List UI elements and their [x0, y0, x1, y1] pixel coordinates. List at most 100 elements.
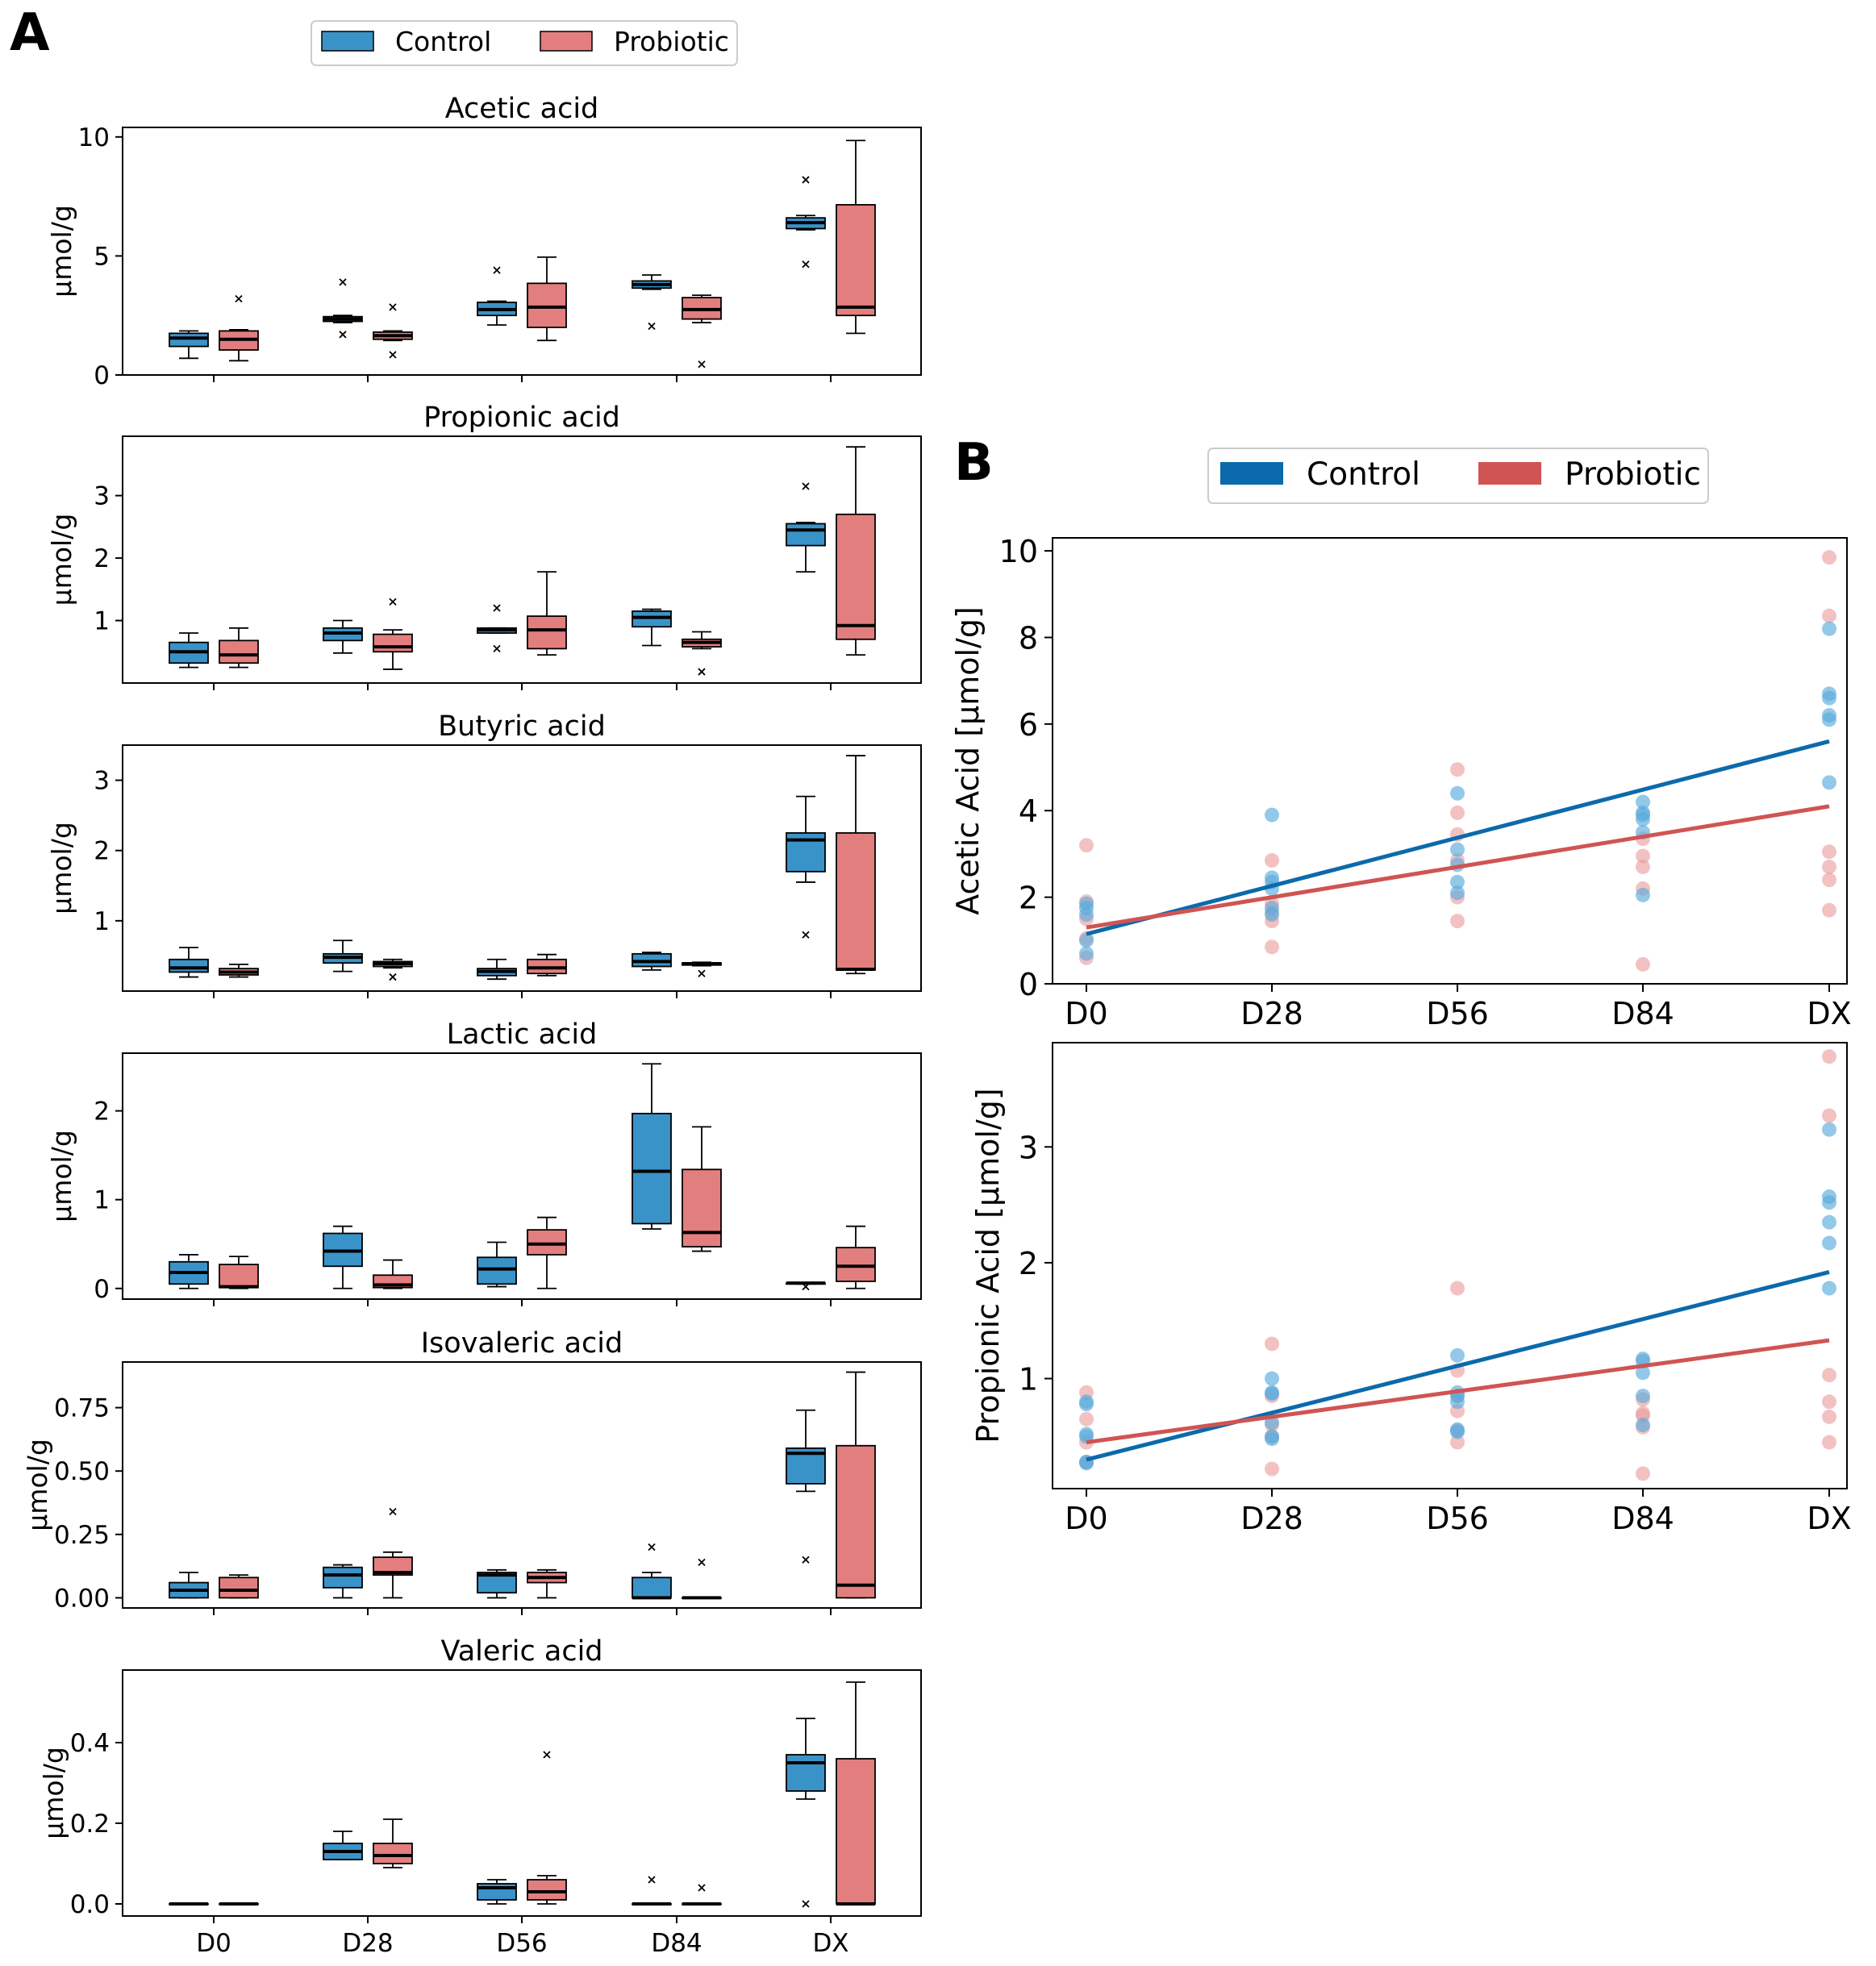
control-data-point [1079, 946, 1094, 961]
outlier-marker [493, 266, 501, 274]
control-data-point [1450, 885, 1465, 901]
control-data-point [1822, 1195, 1836, 1210]
x-tick-label: D28 [1240, 1501, 1303, 1536]
probiotic-data-point [1822, 1394, 1836, 1410]
probiotic-box-d56 [527, 1751, 567, 1905]
control-data-point [1450, 1424, 1465, 1439]
control-box-dx [786, 795, 826, 939]
control-box-d56 [477, 1568, 517, 1599]
y-axis-label: μmol/g [38, 1747, 69, 1839]
x-tick-label: D84 [651, 1929, 702, 1958]
y-tick-label: 0.0 [70, 1890, 110, 1919]
outlier-marker [389, 598, 397, 606]
legend-a-probiotic-swatch [540, 31, 593, 52]
control-trend-line [1086, 1269, 1830, 1462]
outlier-marker [802, 1556, 810, 1564]
box-body [836, 204, 876, 317]
probiotic-box-d28 [373, 1259, 413, 1289]
box-body [477, 1256, 517, 1285]
box-body [527, 1229, 567, 1256]
control-data-point [1265, 1386, 1279, 1402]
probiotic-data-point [1450, 762, 1465, 777]
chart-title: Isovaleric acid [421, 1327, 623, 1360]
panel-label-b: B [954, 433, 994, 493]
x-tick-label: DX [1807, 1501, 1851, 1536]
x-tick-label: D84 [1611, 1501, 1674, 1536]
probiotic-data-point [1265, 939, 1279, 955]
probiotic-box-d28 [373, 598, 413, 670]
control-data-point [1636, 1389, 1650, 1404]
outlier-marker [698, 969, 706, 977]
plot-frame [122, 1669, 922, 1917]
control-data-point [1450, 1394, 1465, 1410]
box-body [219, 1264, 259, 1289]
x-tick-label: D28 [342, 1929, 393, 1958]
control-data-point [1822, 1122, 1836, 1137]
probiotic-box-d84 [682, 631, 722, 676]
box-body [786, 523, 826, 547]
scatter-acetic-trend: Acetic Acid [μmol/g] 0 2 4 6 8 10 D0 D28 D56 D84 DX [950, 534, 1852, 1031]
probiotic-trend-line [1086, 804, 1830, 930]
outlier-marker [802, 931, 810, 939]
control-data-point [1822, 775, 1836, 790]
chart-title: Acetic acid [445, 93, 599, 125]
legend-a-control-swatch [321, 31, 374, 52]
plot-frame [1052, 1042, 1848, 1489]
y-tick-label: 10 [78, 123, 110, 152]
outlier-marker [493, 604, 501, 612]
control-box-d0 [169, 1254, 209, 1289]
y-tick-label: 0.00 [54, 1584, 110, 1613]
boxplot-acetic-acid: Acetic acid μmol/g 0 5 10 [46, 93, 922, 390]
probiotic-box-d56 [527, 1568, 567, 1599]
probiotic-box-d84 [682, 1558, 722, 1600]
control-box-d28 [323, 939, 363, 973]
control-box-d28 [323, 1564, 363, 1599]
outlier-marker [802, 1900, 810, 1908]
y-tick-label: 2 [94, 837, 110, 866]
y-tick-label: 8 [1019, 620, 1038, 656]
control-data-point [1450, 1347, 1465, 1363]
scatter-propionic-trend: Propionic Acid [μmol/g] 1 2 3 D0 D28 D56 D84 DX [970, 1042, 1852, 1536]
box-body [373, 1556, 413, 1577]
box-body [169, 958, 209, 973]
probiotic-data-point [1450, 1281, 1465, 1296]
control-trend-line [1086, 739, 1830, 936]
y-tick-label: 0.2 [70, 1810, 110, 1839]
probiotic-data-point [1822, 608, 1836, 623]
box-body [836, 1444, 876, 1599]
x-tick-label: D28 [1240, 996, 1303, 1031]
y-tick-label: 0.50 [54, 1457, 110, 1486]
probiotic-data-point [1450, 1435, 1465, 1450]
y-tick-label: 3 [94, 482, 110, 511]
box-body [219, 639, 259, 664]
box-body [682, 1168, 722, 1247]
box-body [632, 1577, 672, 1599]
control-box-d56 [477, 958, 517, 981]
control-box-dx [786, 1409, 826, 1564]
y-axis-label: μmol/g [46, 1130, 77, 1223]
y-tick-label: 1 [94, 907, 110, 936]
box-body [169, 332, 209, 348]
control-box-dx [786, 176, 826, 269]
chart-title: Propionic acid [423, 402, 620, 434]
control-box-dx [786, 1281, 826, 1291]
probiotic-box-d0 [219, 1902, 259, 1906]
y-tick-label: 0.4 [70, 1729, 110, 1758]
probiotic-box-d56 [527, 1216, 567, 1289]
y-tick-label: 0 [94, 1275, 110, 1304]
probiotic-data-point [1636, 1466, 1650, 1481]
probiotic-box-d0 [219, 963, 259, 978]
probiotic-box-d84 [682, 1126, 722, 1252]
control-box-dx [786, 1718, 826, 1908]
box-body [373, 633, 413, 653]
probiotic-box-d56 [527, 256, 567, 342]
control-box-d84 [632, 1876, 672, 1906]
y-tick-label: 3 [94, 767, 110, 796]
box-body [836, 832, 876, 971]
plot-frame [1052, 537, 1848, 985]
outlier-marker [698, 668, 706, 676]
probiotic-data-point [1822, 873, 1836, 888]
y-tick-label: 1 [94, 1186, 110, 1215]
probiotic-box-d0 [219, 627, 259, 669]
